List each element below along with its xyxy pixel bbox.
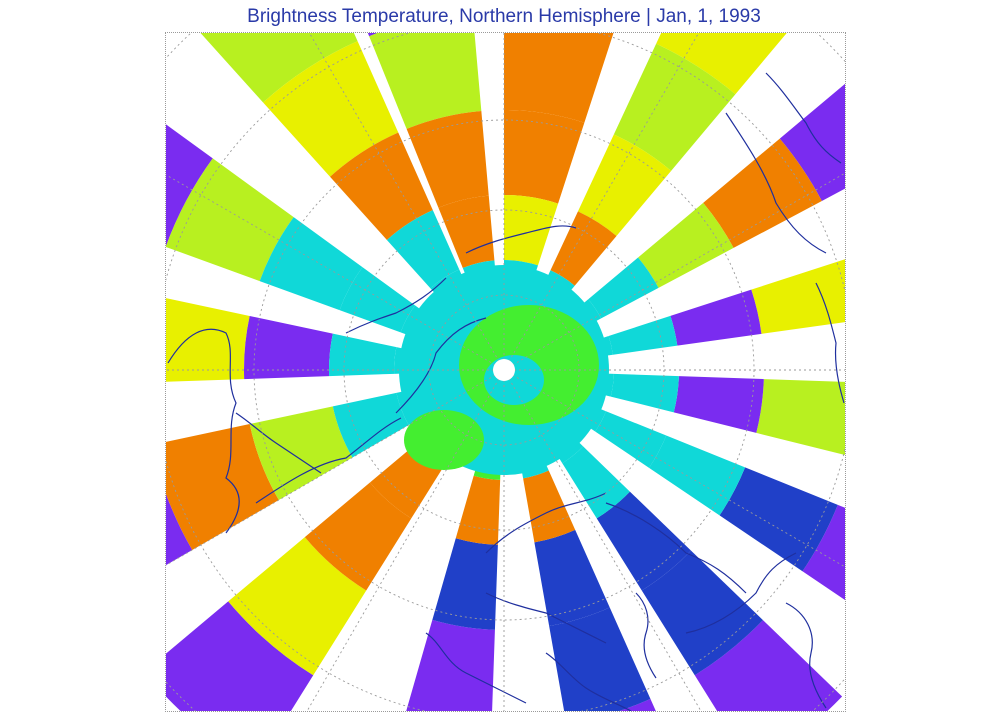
meridian-line [503, 369, 845, 568]
swath-band [802, 504, 845, 601]
swath-5 [561, 259, 845, 362]
swath-band [200, 33, 358, 103]
swath-band [432, 538, 498, 630]
swath-band [504, 110, 585, 204]
cap-cyan-center [484, 355, 544, 405]
swath-14 [166, 124, 456, 350]
swath-band [166, 124, 213, 247]
swath-band [166, 424, 279, 550]
swath-band [369, 33, 482, 129]
meridian-line [308, 33, 505, 371]
meridian-line [503, 33, 700, 371]
polar-map [165, 32, 846, 712]
swath-1 [367, 33, 499, 315]
swath-band [504, 195, 559, 266]
swath-band [608, 315, 678, 355]
swath-band [244, 315, 333, 380]
swath-band [638, 202, 734, 288]
swath-band [549, 607, 651, 711]
swath-band [455, 475, 501, 545]
greenland-region [404, 410, 484, 470]
swath-band [339, 267, 416, 333]
swath-band [779, 83, 845, 201]
meridian-line [166, 369, 505, 566]
swath-band [641, 550, 763, 676]
swath-band [673, 376, 764, 433]
swath-band [756, 379, 845, 456]
swath-band [166, 298, 250, 382]
meridian-line [503, 369, 702, 711]
swath-band [588, 257, 659, 319]
swath-band [534, 529, 610, 627]
swath-band [523, 470, 576, 543]
swath-band [263, 41, 399, 177]
swath-band [438, 195, 495, 269]
swath-band [751, 259, 845, 334]
meridian-line [166, 174, 505, 371]
swath-band [386, 210, 460, 289]
swath-band [166, 158, 294, 282]
swath-band [228, 537, 367, 676]
swath-band [329, 333, 397, 377]
swath-band [332, 392, 409, 458]
meridian-line [306, 369, 505, 711]
swath-band [670, 289, 762, 346]
map-title: Brightness Temperature, Northern Hemisph… [247, 6, 761, 27]
swath-band [406, 619, 495, 711]
swath-band [504, 33, 614, 123]
swath-band [550, 211, 617, 286]
swath-band [656, 33, 787, 95]
pole-data-gap [493, 359, 515, 381]
swath-band [330, 132, 433, 240]
swath-band [249, 406, 353, 500]
swath-band [703, 138, 822, 248]
swath-band [166, 601, 314, 711]
swath-band [166, 493, 193, 566]
graticule [166, 33, 845, 711]
swath-band [596, 491, 692, 591]
swath-band [304, 482, 412, 591]
swath-band [694, 620, 843, 711]
swath-band [562, 446, 630, 519]
swath-band [613, 43, 736, 171]
swath-band [406, 110, 489, 208]
meridian-line [503, 172, 845, 371]
polar-map-canvas [166, 33, 845, 711]
swath-band [610, 373, 679, 413]
swath-band [577, 134, 672, 236]
swath-band [259, 217, 363, 311]
swath-band [619, 698, 656, 711]
swath-band [367, 33, 378, 37]
coastlines [167, 72, 845, 711]
